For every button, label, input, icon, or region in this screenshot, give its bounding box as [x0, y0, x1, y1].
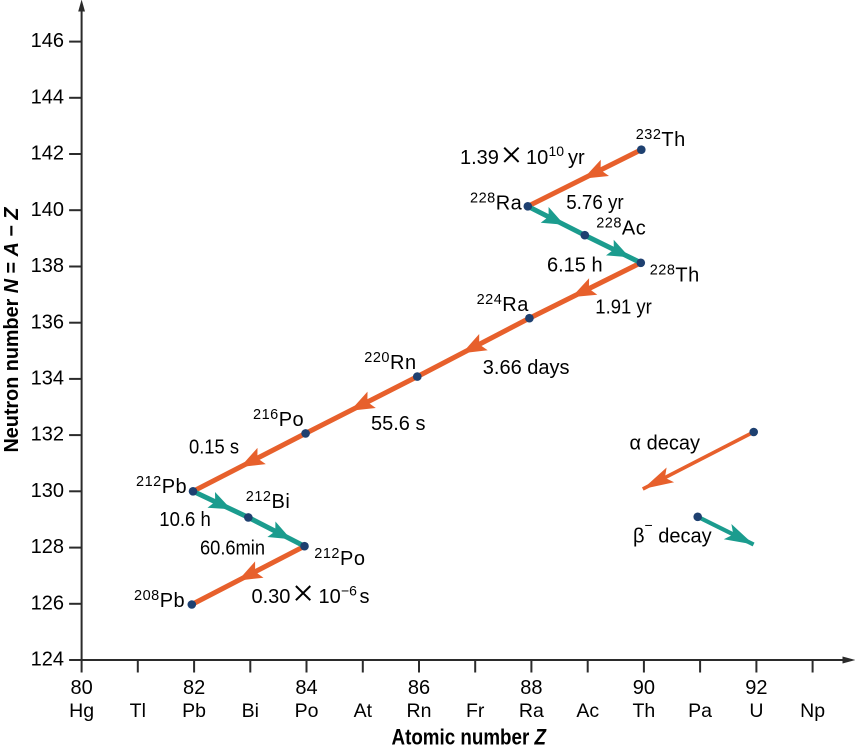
svg-text:10: 10 [319, 586, 341, 608]
svg-text:224Ra: 224Ra [477, 292, 530, 316]
svg-text:212Bi: 212Bi [246, 489, 290, 513]
svg-text:86: 86 [408, 677, 430, 699]
svg-text:10.6 h: 10.6 h [159, 509, 211, 531]
svg-text:Ac: Ac [576, 700, 599, 722]
svg-text:126: 126 [31, 592, 64, 614]
svg-text:232Th: 232Th [636, 127, 686, 151]
svg-text:3.66 days: 3.66 days [483, 357, 570, 379]
svg-text:228Ac: 228Ac [596, 216, 646, 240]
svg-text:Ra: Ra [519, 700, 544, 722]
svg-text:146: 146 [31, 30, 64, 52]
svg-text:140: 140 [31, 199, 64, 221]
svg-text:At: At [354, 700, 373, 722]
svg-text:10: 10 [526, 147, 548, 169]
svg-text:124: 124 [31, 649, 64, 671]
svg-text:6.15 h: 6.15 h [547, 255, 603, 277]
svg-text:136: 136 [31, 311, 64, 333]
svg-text:90: 90 [633, 677, 655, 699]
svg-text:Po: Po [295, 700, 319, 722]
svg-text:Hg: Hg [69, 700, 94, 722]
svg-text:α decay: α decay [630, 432, 701, 454]
svg-text:10: 10 [549, 143, 565, 159]
svg-text:s: s [360, 586, 370, 608]
svg-text:132: 132 [31, 424, 64, 446]
svg-text:Pb: Pb [182, 700, 206, 722]
svg-text:Bi: Bi [242, 700, 259, 722]
svg-text:88: 88 [520, 677, 542, 699]
svg-text:220Rn: 220Rn [364, 350, 416, 374]
svg-text:Atomic number Z: Atomic number Z [392, 725, 548, 750]
svg-text:1.91 yr: 1.91 yr [595, 297, 652, 319]
svg-text:Fr: Fr [466, 700, 485, 722]
svg-text:228Ra: 228Ra [470, 190, 523, 214]
svg-text:80: 80 [70, 677, 92, 699]
svg-text:142: 142 [31, 143, 64, 165]
svg-text:yr: yr [568, 147, 585, 169]
svg-text:208Pb: 208Pb [134, 588, 185, 612]
svg-text:138: 138 [31, 255, 64, 277]
svg-text:60.6min: 60.6min [200, 538, 265, 560]
svg-text:5.76 yr: 5.76 yr [566, 192, 624, 214]
svg-text:212Po: 212Po [314, 546, 365, 570]
svg-text:92: 92 [745, 677, 767, 699]
svg-text:Rn: Rn [407, 700, 432, 722]
svg-text:U: U [749, 700, 763, 722]
svg-text:−6: −6 [341, 583, 357, 599]
svg-text:216Po: 216Po [253, 407, 304, 431]
svg-text:Th: Th [633, 700, 656, 722]
svg-text:1.39: 1.39 [460, 147, 499, 169]
svg-text:Pa: Pa [688, 700, 712, 722]
svg-text:0.15 s: 0.15 s [189, 437, 239, 459]
svg-text:Tl: Tl [130, 700, 146, 722]
svg-text:82: 82 [183, 677, 205, 699]
svg-text:212Pb: 212Pb [136, 474, 187, 498]
svg-text:128: 128 [31, 536, 64, 558]
svg-text:134: 134 [31, 368, 64, 390]
svg-text:228Th: 228Th [650, 262, 700, 286]
svg-text:55.6 s: 55.6 s [371, 413, 425, 435]
svg-text:0.30: 0.30 [252, 586, 291, 608]
svg-text:144: 144 [31, 86, 64, 108]
svg-text:Neutron number N = A − Z: Neutron number N = A − Z [1, 207, 23, 453]
svg-text:130: 130 [31, 480, 64, 502]
svg-text:84: 84 [295, 677, 317, 699]
svg-text:Np: Np [800, 700, 825, 722]
